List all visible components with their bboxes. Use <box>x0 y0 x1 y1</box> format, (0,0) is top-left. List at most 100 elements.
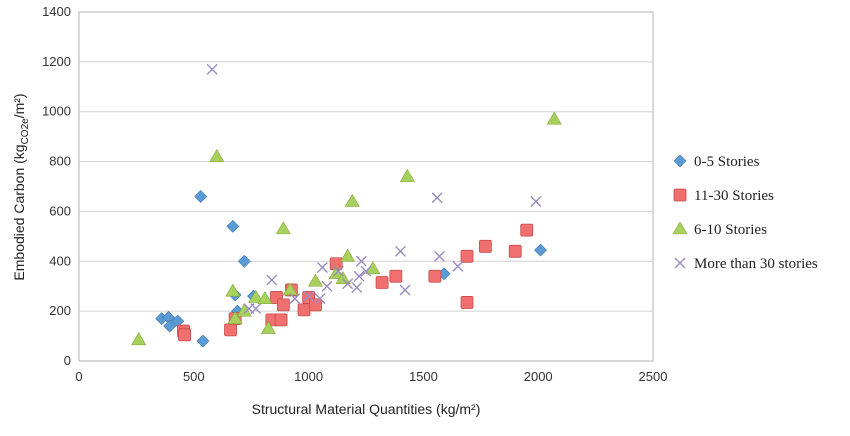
legend-label: 6-10 Stories <box>694 222 767 238</box>
data-point <box>224 323 237 337</box>
y-tick-label: 800 <box>49 154 71 169</box>
y-tick-labels: 0 200 400 600 800 1000 1200 1400 <box>42 4 71 368</box>
legend-marker <box>672 221 688 235</box>
data-point-stroke <box>530 195 542 207</box>
data-point <box>226 219 240 233</box>
y-tick-label: 0 <box>64 353 71 368</box>
data-point-stroke <box>332 265 344 277</box>
data-point <box>534 243 547 257</box>
data-point <box>321 280 333 292</box>
data-point <box>316 262 328 274</box>
data-point <box>460 249 474 263</box>
data-point <box>399 168 415 182</box>
data-point <box>340 248 356 262</box>
data-point-stroke <box>206 63 218 75</box>
series-3 <box>206 63 542 315</box>
data-point <box>303 290 315 302</box>
x-axis-title: Structural Material Quantities (kg/m²) <box>252 401 481 417</box>
data-point <box>520 223 534 237</box>
y-tick-label: 1400 <box>42 4 71 19</box>
y-tick-label: 400 <box>49 253 71 268</box>
legend-marker <box>674 257 686 269</box>
data-points <box>131 63 562 348</box>
gridlines <box>79 61 653 312</box>
legend-label: 0-5 Stories <box>694 154 760 170</box>
data-point <box>428 269 442 283</box>
data-point <box>297 303 311 317</box>
data-point <box>389 269 403 283</box>
legend-marker <box>673 154 687 168</box>
data-point <box>194 190 208 203</box>
x-tick-label: 1000 <box>294 369 323 384</box>
data-point-stroke <box>351 281 363 293</box>
data-point <box>266 274 278 286</box>
data-point-stroke <box>342 278 354 290</box>
data-point <box>260 320 276 334</box>
x-tick-label: 2500 <box>639 369 668 384</box>
data-point <box>237 254 251 268</box>
data-point <box>309 298 322 312</box>
data-point <box>276 298 290 312</box>
data-point <box>196 334 210 348</box>
y-tick-label: 200 <box>49 303 71 318</box>
data-point <box>163 319 177 333</box>
data-point <box>375 276 389 289</box>
data-point <box>431 192 443 204</box>
data-point-stroke <box>360 265 372 277</box>
data-point <box>250 303 262 315</box>
y-axis-title-main: Embodied Carbon (kg <box>11 144 27 280</box>
data-point-stroke <box>303 290 315 302</box>
data-point <box>248 289 264 303</box>
data-point <box>275 221 291 235</box>
data-point <box>227 311 243 324</box>
data-point-stroke <box>316 262 328 274</box>
data-point-stroke <box>250 303 262 315</box>
data-point <box>508 244 522 258</box>
series-2 <box>131 111 562 346</box>
legend-marker <box>673 188 687 202</box>
data-point-stroke <box>353 270 365 282</box>
data-point-stroke <box>355 255 367 267</box>
data-point <box>360 265 372 277</box>
data-point-stroke <box>431 192 443 204</box>
data-point <box>225 283 241 297</box>
data-point <box>433 250 445 262</box>
data-point <box>452 260 464 272</box>
data-point-stroke <box>452 260 464 272</box>
data-point <box>314 293 326 305</box>
y-axis-title-subscript: CO2e <box>20 118 31 145</box>
y-tick-label: 1200 <box>42 54 71 69</box>
data-point-stroke <box>394 245 406 257</box>
data-point <box>307 273 324 287</box>
data-point <box>394 245 406 257</box>
data-point <box>353 270 365 282</box>
data-point <box>478 239 492 253</box>
data-point <box>274 313 288 327</box>
data-point <box>355 255 367 267</box>
x-tick-label: 1500 <box>409 369 438 384</box>
data-point <box>546 111 562 125</box>
legend: 0-5 Stories 11-30 Stories 6-10 Stories More… <box>672 154 818 272</box>
data-point <box>289 293 301 305</box>
data-point-stroke <box>433 250 445 262</box>
y-axis-title-end: /m²) <box>11 93 27 118</box>
data-point <box>335 271 351 285</box>
x-tick-labels: 0 500 1000 1500 2000 2500 <box>75 369 667 384</box>
data-point <box>206 63 218 75</box>
data-point <box>344 193 360 207</box>
y-axis-title: Embodied Carbon (kgCO2e/m²) <box>11 93 31 280</box>
data-point <box>178 328 192 342</box>
data-point-stroke <box>266 274 278 286</box>
data-point <box>460 296 474 309</box>
legend-label: 11-30 Stories <box>694 188 774 204</box>
data-point-stroke <box>314 293 326 305</box>
data-point <box>209 148 225 162</box>
data-point <box>257 291 273 304</box>
legend-label: More than 30 stories <box>694 256 818 272</box>
x-tick-label: 500 <box>183 369 205 384</box>
data-point <box>332 265 344 277</box>
y-tick-label: 1000 <box>42 104 71 119</box>
plot-area <box>78 11 654 362</box>
data-point <box>342 278 354 290</box>
